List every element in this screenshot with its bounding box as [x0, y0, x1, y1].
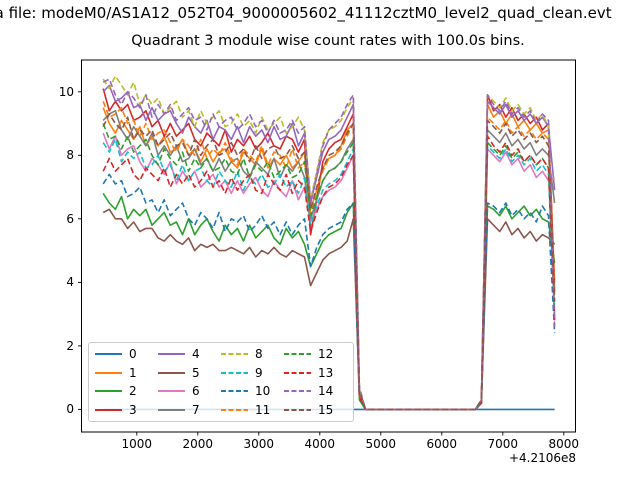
legend-swatch	[158, 390, 185, 393]
legend-label: 5	[192, 365, 200, 380]
legend-label: 9	[255, 365, 263, 380]
legend: 0 1 2 3 4 5 6 7 8 9 10 11 12 13 14 15	[88, 342, 354, 422]
y-tick-label: 10	[58, 84, 74, 99]
x-axis-offset-text: +4.2106e8	[508, 451, 576, 465]
x-tick-label: 1000	[121, 437, 153, 451]
legend-swatch	[284, 408, 311, 411]
legend-swatch	[221, 408, 248, 411]
series-line-13	[102, 135, 556, 411]
legend-swatch	[158, 353, 185, 356]
legend-entry-10: 10	[221, 385, 284, 397]
legend-entry-15: 15	[284, 404, 347, 416]
legend-swatch	[158, 371, 185, 374]
y-tick-label: 4	[66, 275, 74, 290]
legend-entry-4: 4	[158, 348, 221, 360]
legend-entry-0: 0	[95, 348, 158, 360]
y-tick-label: 8	[66, 148, 74, 163]
legend-label: 3	[129, 402, 137, 417]
legend-label: 10	[255, 384, 271, 399]
figure-suptitle: Data file: modeM0/AS1A12_052T04_90000056…	[0, 4, 612, 22]
legend-label: 15	[318, 402, 334, 417]
x-tick-label: 7000	[487, 437, 519, 451]
legend-entry-3: 3	[95, 404, 158, 416]
legend-entry-5: 5	[158, 367, 221, 379]
x-tick-label: 4000	[304, 437, 336, 451]
legend-swatch	[95, 390, 122, 393]
legend-swatch	[95, 408, 122, 411]
legend-swatch	[221, 353, 248, 356]
legend-label: 2	[129, 384, 137, 399]
legend-label: 8	[255, 347, 263, 362]
axes-frame	[81, 59, 576, 433]
legend-entry-9: 9	[221, 367, 284, 379]
legend-label: 0	[129, 347, 137, 362]
legend-entry-14: 14	[284, 385, 347, 397]
legend-entry-2: 2	[95, 385, 158, 397]
y-tick-label: 2	[66, 338, 74, 353]
legend-label: 7	[192, 402, 200, 417]
legend-entry-1: 1	[95, 367, 158, 379]
x-tick-label: 2000	[182, 437, 214, 451]
legend-swatch	[95, 371, 122, 374]
legend-entry-6: 6	[158, 385, 221, 397]
x-tick-label: 3000	[243, 437, 275, 451]
legend-swatch	[158, 408, 185, 411]
series-line-12	[102, 123, 556, 411]
series-line-14	[102, 78, 556, 411]
y-tick-label: 0	[66, 402, 74, 417]
legend-label: 12	[318, 347, 334, 362]
legend-swatch	[95, 353, 122, 356]
y-tick-label: 6	[66, 211, 74, 226]
legend-entry-12: 12	[284, 348, 347, 360]
legend-label: 13	[318, 365, 334, 380]
legend-swatch	[284, 390, 311, 393]
legend-label: 14	[318, 384, 334, 399]
legend-entry-8: 8	[221, 348, 284, 360]
legend-swatch	[221, 371, 248, 374]
legend-label: 6	[192, 384, 200, 399]
x-tick-label: 6000	[426, 437, 458, 451]
legend-swatch	[284, 371, 311, 374]
legend-entry-13: 13	[284, 367, 347, 379]
legend-swatch	[221, 390, 248, 393]
legend-swatch	[284, 353, 311, 356]
series-line-15	[102, 113, 556, 411]
axes-title: Quadrant 3 module wise count rates with …	[131, 33, 525, 49]
legend-label: 1	[129, 365, 137, 380]
legend-entry-7: 7	[158, 404, 221, 416]
legend-label: 4	[192, 347, 200, 362]
x-tick-label: 5000	[365, 437, 397, 451]
legend-entry-11: 11	[221, 404, 284, 416]
x-tick-label: 8000	[548, 437, 580, 451]
legend-label: 11	[255, 402, 271, 417]
